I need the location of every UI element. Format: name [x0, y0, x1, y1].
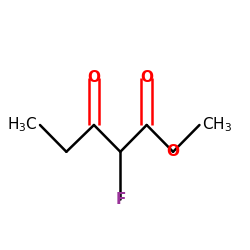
Text: F: F: [115, 192, 126, 207]
Text: O: O: [88, 70, 101, 85]
Text: CH$_3$: CH$_3$: [202, 116, 232, 134]
Text: O: O: [140, 70, 153, 85]
Text: O: O: [166, 144, 179, 159]
Text: H$_3$C: H$_3$C: [7, 116, 38, 134]
